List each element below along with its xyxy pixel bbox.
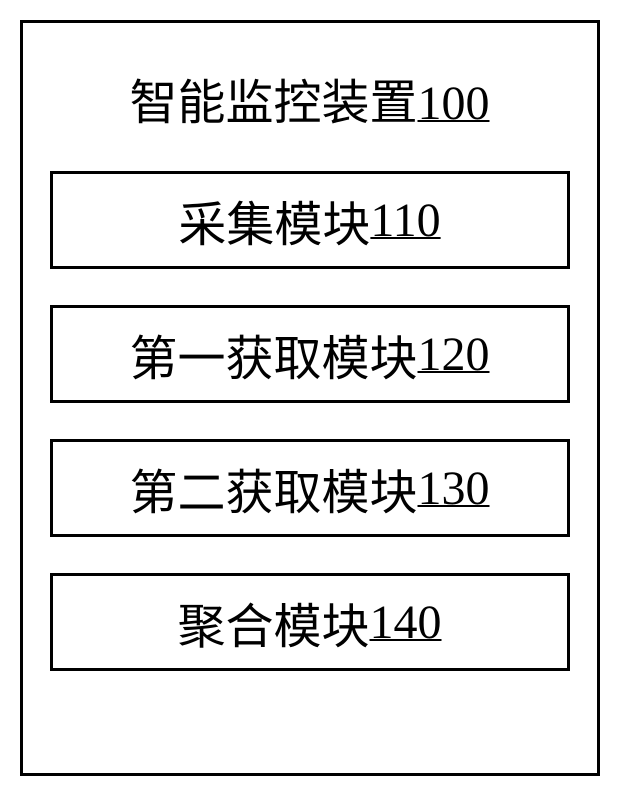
device-title-label: 智能监控装置 [129, 77, 417, 130]
module-number: 130 [418, 461, 490, 516]
device-container: 智能监控装置100 采集模块110 第一获取模块120 第二获取模块130 聚合… [20, 20, 600, 776]
module-label: 采集模块 [178, 185, 370, 255]
module-box-second-acquisition: 第二获取模块130 [50, 439, 570, 537]
device-title-number: 100 [418, 77, 490, 130]
module-number: 120 [418, 327, 490, 382]
device-title: 智能监控装置100 [129, 63, 489, 133]
module-box-aggregation: 聚合模块140 [50, 573, 570, 671]
module-number: 110 [370, 193, 440, 248]
module-box-first-acquisition: 第一获取模块120 [50, 305, 570, 403]
module-label: 第二获取模块 [129, 453, 417, 523]
module-label: 聚合模块 [177, 587, 369, 657]
module-label: 第一获取模块 [129, 319, 417, 389]
module-box-collection: 采集模块110 [50, 171, 570, 269]
module-number: 140 [370, 595, 442, 650]
